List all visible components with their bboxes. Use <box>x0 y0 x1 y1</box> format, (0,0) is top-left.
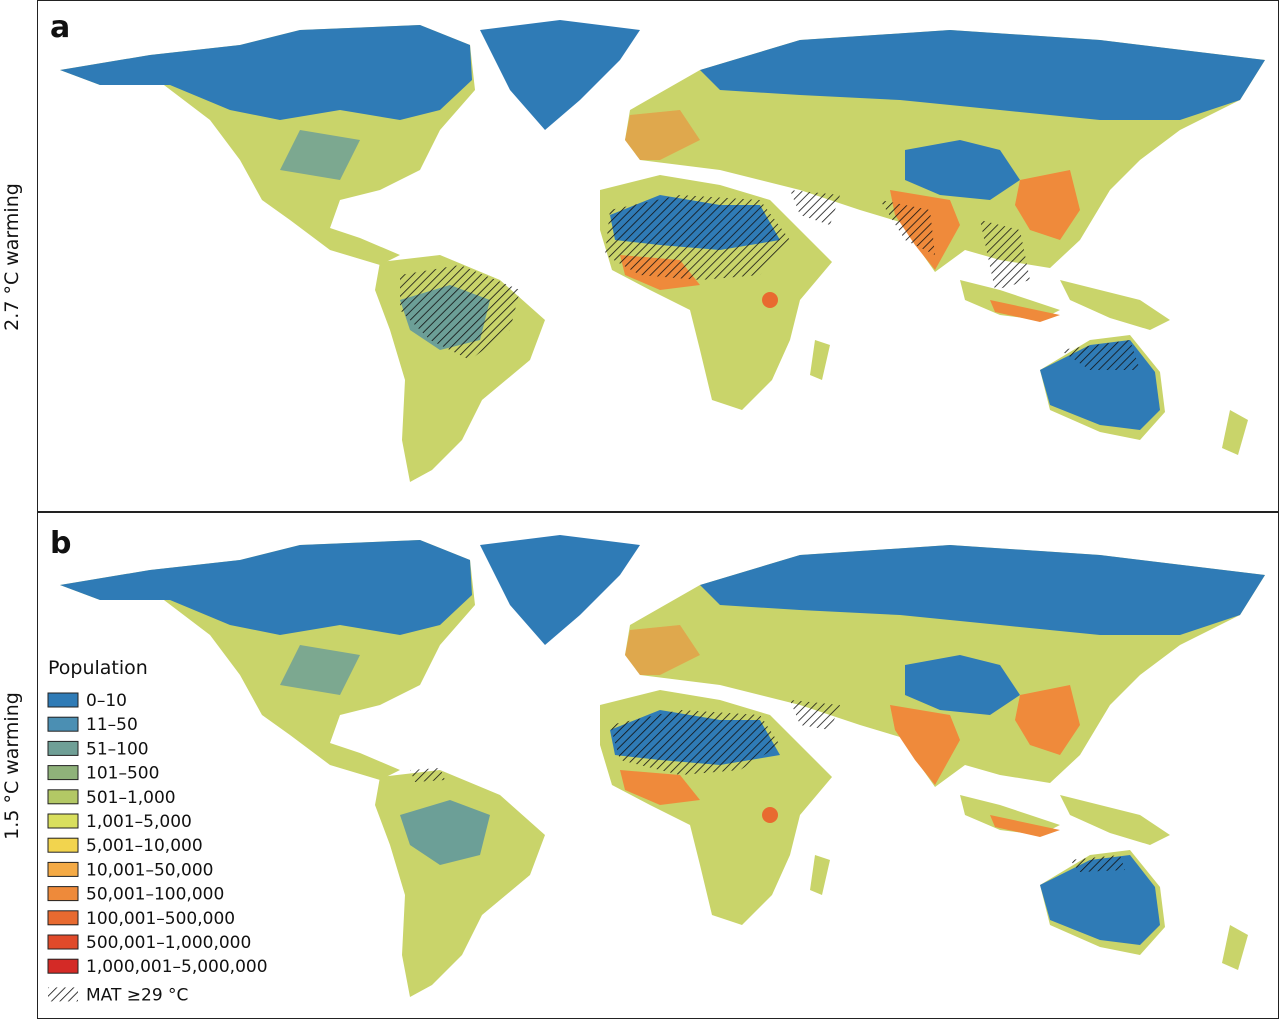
legend-swatch <box>47 958 79 974</box>
legend-label: 10,001–50,000 <box>86 860 213 880</box>
legend-swatch <box>47 934 79 950</box>
legend-label: 100,001–500,000 <box>86 909 235 929</box>
legend-label: 51–100 <box>86 739 149 759</box>
legend-swatch <box>47 716 79 732</box>
side-label: 1.5 °C warming <box>1 692 23 840</box>
legend-label: 101–500 <box>86 764 159 784</box>
legend-label: 0–10 <box>86 691 127 711</box>
legend-label: 501–1,000 <box>86 788 176 808</box>
legend-swatch <box>47 886 79 902</box>
legend: Population 0–10 11–50 51–100 101–500 501–1,0… <box>47 657 268 1005</box>
legend-swatch <box>47 837 79 853</box>
legend-swatch <box>47 789 79 805</box>
legend-swatch <box>47 740 79 756</box>
panel-frame <box>37 0 1279 512</box>
legend-swatch <box>47 910 79 926</box>
legend-label: 1,000,001–5,000,000 <box>86 957 268 977</box>
map <box>60 20 1265 482</box>
legend-label: 11–50 <box>86 715 138 735</box>
legend-swatch <box>47 813 79 829</box>
legend-label: 1,001–5,000 <box>86 812 192 832</box>
side-label: 2.7 °C warming <box>1 183 23 331</box>
legend-swatch <box>47 692 79 708</box>
map <box>60 535 1265 997</box>
legend-label: MAT ≥29 °C <box>86 985 188 1005</box>
legend-swatch <box>47 765 79 781</box>
legend-label: 50,001–100,000 <box>86 885 224 905</box>
legend-swatch <box>47 861 79 877</box>
panel-label: a <box>50 10 70 45</box>
panel-label: b <box>50 526 71 561</box>
legend-title: Population <box>48 657 148 679</box>
legend-swatch <box>48 987 78 1002</box>
legend-label: 500,001–1,000,000 <box>86 933 251 953</box>
legend-label: 5,001–10,000 <box>86 836 203 856</box>
